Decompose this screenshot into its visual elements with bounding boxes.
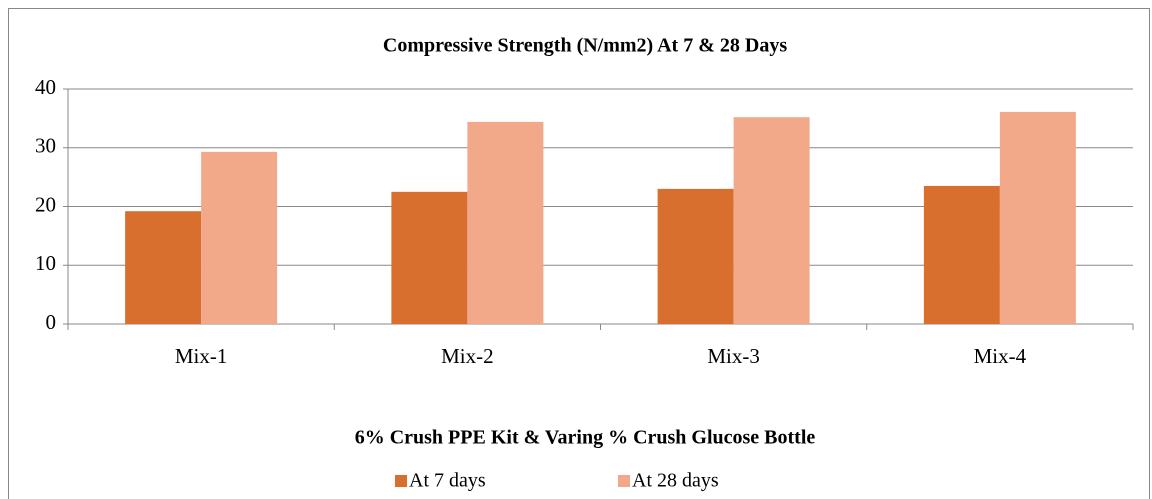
y-tick-label: 0: [46, 310, 57, 334]
chart-title: Compressive Strength (N/mm2) At 7 & 28 D…: [383, 35, 787, 57]
bar: [657, 188, 734, 324]
x-tick-label: Mix-4: [974, 344, 1027, 368]
bar: [201, 151, 278, 324]
y-tick-label: 20: [35, 192, 56, 216]
x-tick-label: Mix-3: [707, 344, 760, 368]
x-axis-label: 6% Crush PPE Kit & Varing % Crush Glucos…: [355, 427, 816, 449]
bar: [923, 185, 1000, 324]
x-tick-label: Mix-2: [441, 344, 494, 368]
bar: [467, 121, 544, 325]
y-tick-label: 40: [35, 75, 56, 99]
legend-label: At 7 days: [409, 470, 486, 492]
bar: [733, 117, 810, 324]
x-tick-label: Mix-1: [175, 344, 228, 368]
bar: [125, 211, 202, 324]
bar: [999, 111, 1076, 324]
bar: [391, 191, 468, 324]
y-tick-label: 30: [35, 134, 56, 158]
legend-swatch: [395, 475, 407, 487]
legend-swatch: [618, 475, 630, 487]
legend-label: At 28 days: [632, 470, 719, 492]
y-tick-label: 10: [35, 251, 56, 275]
